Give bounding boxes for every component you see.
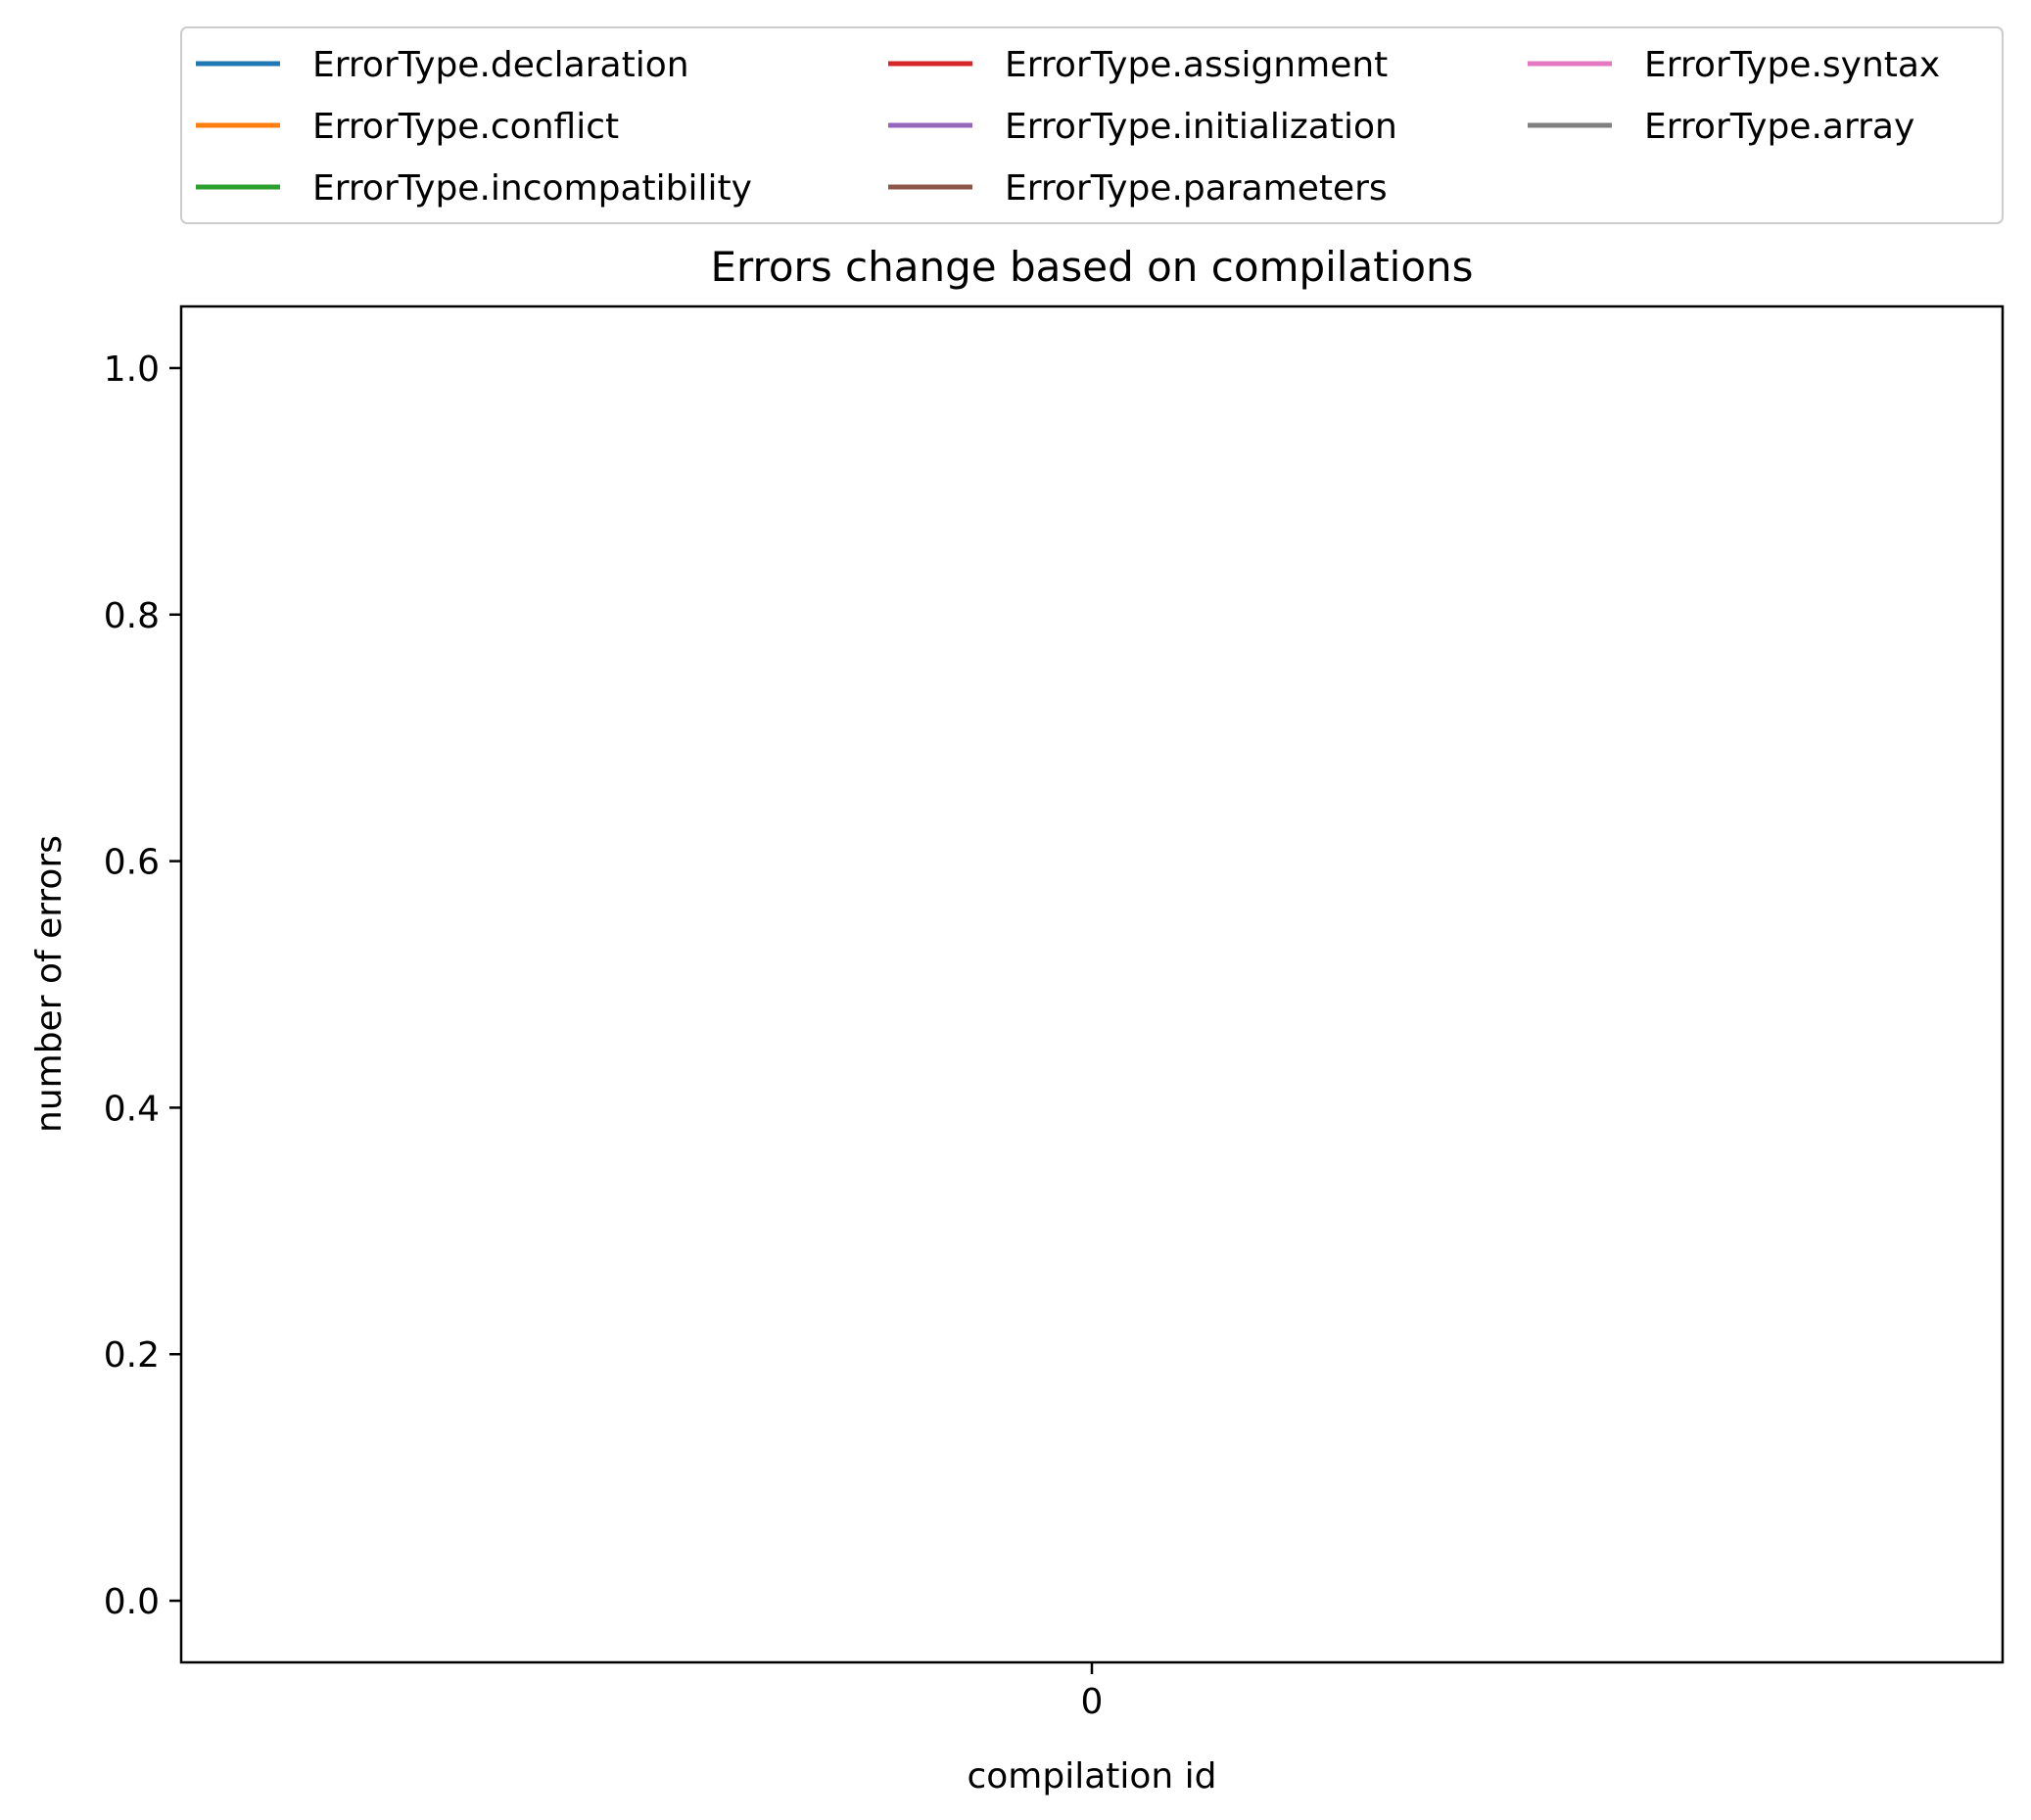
legend-label: ErrorType.syntax bbox=[1644, 45, 1940, 85]
chart-title: Errors change based on compilations bbox=[710, 243, 1473, 291]
legend-entry: ErrorType.syntax bbox=[1528, 45, 1940, 85]
legend-label: ErrorType.parameters bbox=[1005, 168, 1388, 209]
legend-entry: ErrorType.incompatibility bbox=[196, 168, 752, 209]
y-tick-label: 0.2 bbox=[104, 1335, 160, 1376]
legend-entry: ErrorType.initialization bbox=[888, 107, 1397, 147]
legend-label: ErrorType.array bbox=[1644, 107, 1914, 147]
legend-frame bbox=[180, 26, 2004, 224]
y-tick-label: 0.4 bbox=[104, 1089, 160, 1129]
legend-entry: ErrorType.declaration bbox=[196, 45, 689, 85]
legend-entry: ErrorType.parameters bbox=[888, 168, 1388, 209]
legend-items: ErrorType.declaration ErrorType.conflict E… bbox=[196, 45, 1940, 209]
x-axis-ticks: 0 bbox=[1081, 1662, 1104, 1722]
legend: ErrorType.declaration ErrorType.conflict E… bbox=[180, 26, 2004, 224]
legend-label: ErrorType.conflict bbox=[312, 107, 619, 147]
y-tick-label: 0.6 bbox=[104, 843, 160, 883]
x-tick-label: 0 bbox=[1081, 1682, 1104, 1722]
y-axis-label: number of errors bbox=[29, 835, 70, 1133]
legend-entry: ErrorType.conflict bbox=[196, 107, 619, 147]
y-tick-label: 1.0 bbox=[104, 350, 160, 390]
legend-label: ErrorType.assignment bbox=[1005, 45, 1388, 85]
legend-entry: ErrorType.assignment bbox=[888, 45, 1388, 85]
legend-label: ErrorType.declaration bbox=[312, 45, 689, 85]
plot-area: 0.0 0.2 0.4 0.6 0.8 1.0 0 bbox=[104, 304, 2005, 1722]
legend-label: ErrorType.initialization bbox=[1005, 107, 1397, 147]
y-axis-ticks: 0.0 0.2 0.4 0.6 0.8 1.0 bbox=[104, 350, 181, 1622]
legend-label: ErrorType.incompatibility bbox=[312, 168, 752, 209]
y-tick-label: 0.8 bbox=[104, 596, 160, 636]
x-axis-label: compilation id bbox=[967, 1756, 1216, 1797]
y-tick-label: 0.0 bbox=[104, 1582, 160, 1622]
legend-entry: ErrorType.array bbox=[1528, 107, 1914, 147]
